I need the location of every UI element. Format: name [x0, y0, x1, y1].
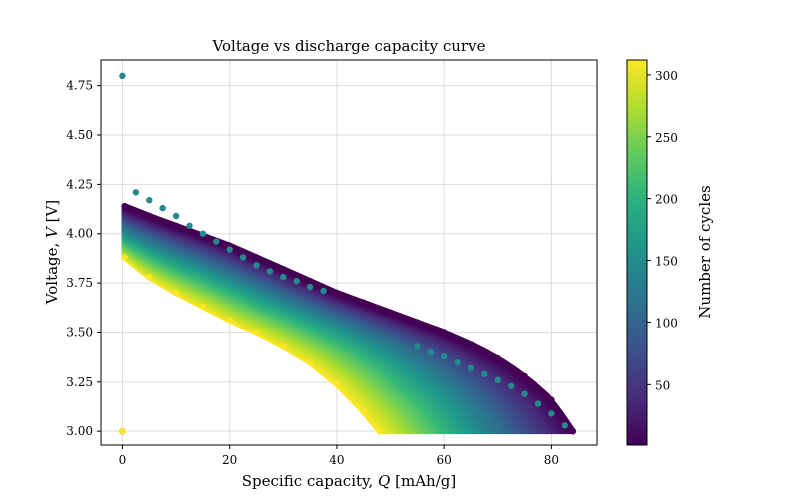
- colorbar: [626, 59, 648, 446]
- y-tick-label: 3.25: [66, 375, 93, 389]
- data-point: [454, 358, 461, 366]
- data-point: [132, 189, 140, 196]
- data-point: [253, 262, 260, 269]
- data-point: [199, 303, 207, 310]
- data-point: [280, 343, 287, 350]
- data-point: [569, 428, 577, 435]
- data-point: [521, 372, 528, 380]
- data-point: [239, 254, 247, 261]
- data-point: [467, 364, 475, 372]
- colorbar-tick-label: 50: [655, 378, 670, 392]
- data-point: [266, 268, 274, 275]
- data-point: [414, 319, 421, 326]
- data-point: [253, 254, 260, 261]
- data-point: [226, 317, 233, 324]
- y-tick-label: 4.50: [66, 128, 93, 142]
- data-points: [119, 72, 577, 435]
- data-point: [333, 380, 341, 387]
- data-point: [360, 408, 367, 415]
- data-point: [333, 289, 341, 297]
- data-point: [306, 277, 314, 285]
- colorbar-tick-label: 150: [655, 255, 678, 269]
- x-axis-label-post: [mAh/g]: [390, 472, 456, 490]
- data-point: [494, 376, 501, 383]
- y-tick-label: 4.00: [66, 227, 93, 241]
- grid-lines: [101, 60, 597, 445]
- data-point: [467, 341, 475, 348]
- data-point: [121, 254, 128, 261]
- data-point: [213, 238, 220, 245]
- y-axis-ticks: 3.00 3.25 3.50 3.75 4.00 4.25 4.50 4.75: [66, 79, 101, 438]
- data-point: [306, 283, 314, 291]
- y-axis-label-post: [V]: [43, 200, 61, 227]
- y-tick-label: 3.50: [66, 325, 93, 339]
- data-point: [146, 212, 153, 220]
- x-tick-label: 20: [222, 453, 237, 467]
- data-point: [534, 400, 542, 407]
- data-point: [414, 343, 421, 350]
- data-point: [280, 266, 287, 273]
- data-point: [360, 299, 367, 306]
- data-point: [293, 277, 300, 285]
- colorbar-ticks: 50 100 150 200 250 300: [647, 69, 678, 392]
- x-tick-label: 0: [119, 453, 127, 467]
- cycle-curve: [121, 203, 576, 435]
- y-tick-label: 3.00: [66, 424, 93, 438]
- colorbar-tick-label: 300: [655, 69, 678, 83]
- colorbar-tick-label: 250: [655, 131, 678, 145]
- x-tick-label: 80: [544, 453, 559, 467]
- x-axis-label-var: Q: [378, 472, 390, 490]
- chart-title: Voltage vs discharge capacity curve: [212, 37, 486, 55]
- data-point: [548, 410, 555, 417]
- data-point: [172, 212, 180, 220]
- data-point: [199, 230, 207, 237]
- data-point: [186, 222, 193, 229]
- data-point: [376, 428, 383, 435]
- data-point: [508, 382, 515, 389]
- data-point: [441, 329, 448, 336]
- y-tick-label: 4.25: [66, 177, 93, 191]
- data-point: [172, 222, 180, 229]
- data-point: [521, 390, 528, 397]
- data-point: [427, 349, 434, 356]
- data-point: [121, 202, 128, 210]
- data-point: [226, 246, 233, 253]
- data-point: [387, 309, 394, 316]
- data-point: [119, 72, 126, 80]
- data-point: [253, 329, 260, 336]
- x-tick-label: 60: [437, 453, 452, 467]
- data-point: [481, 370, 488, 378]
- y-tick-label: 4.75: [66, 79, 93, 93]
- colorbar-tick-label: 100: [655, 316, 678, 330]
- y-axis-label-var: V: [43, 225, 61, 238]
- data-point: [159, 204, 166, 212]
- x-axis-label-pre: Specific capacity,: [242, 472, 378, 490]
- data-point: [320, 287, 327, 295]
- colorbar-label: Number of cycles: [696, 185, 714, 318]
- data-point: [146, 274, 153, 281]
- data-point: [494, 354, 501, 362]
- data-point: [119, 428, 126, 435]
- data-point: [172, 289, 180, 297]
- data-bands: [121, 203, 576, 435]
- data-point: [280, 274, 287, 281]
- data-point: [146, 197, 153, 204]
- x-axis-label: Specific capacity, Q [mAh/g]: [242, 472, 456, 490]
- y-axis-label: Voltage, V [V]: [43, 200, 61, 305]
- x-tick-label: 40: [329, 453, 344, 467]
- data-point: [306, 358, 314, 366]
- y-axis-label-pre: Voltage,: [43, 238, 61, 305]
- x-axis-ticks: 0 20 40 60 80: [119, 445, 559, 467]
- y-tick-label: 3.75: [66, 276, 93, 290]
- data-point: [441, 353, 448, 360]
- plot-frame: [100, 59, 598, 446]
- data-point: [548, 396, 555, 403]
- data-point: [561, 422, 568, 429]
- colorbar-tick-label: 200: [655, 193, 678, 207]
